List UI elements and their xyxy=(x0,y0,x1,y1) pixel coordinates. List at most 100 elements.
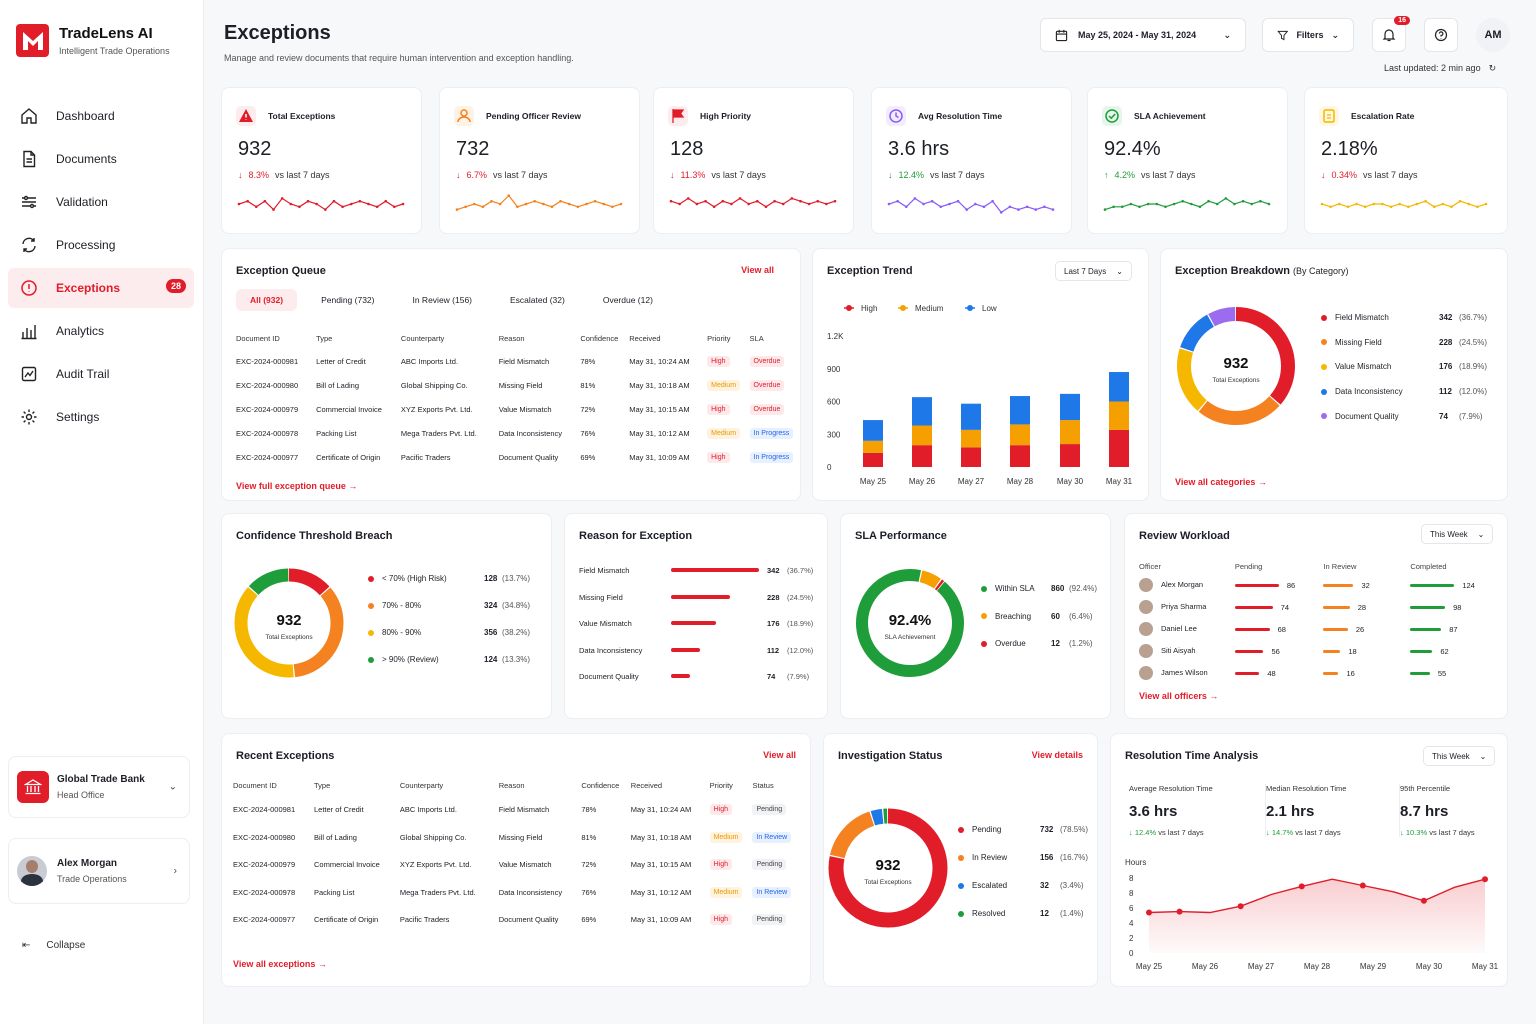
trend-range-select[interactable]: Last 7 Days ⌄ xyxy=(1055,261,1132,281)
view-all-officers-link[interactable]: View all officers → xyxy=(1139,691,1218,701)
sidebar-item-exceptions[interactable]: Exceptions 28 xyxy=(8,268,194,308)
legend-item[interactable]: Document Quality 74 (7.9%) xyxy=(1321,412,1483,421)
table-row[interactable]: EXC-2024-000981 Letter of Credit ABC Impor… xyxy=(236,349,806,373)
legend-item[interactable]: < 70% (High Risk) 128 (13.7%) xyxy=(368,574,530,583)
legend-item[interactable]: Within SLA 860 (92.4%) xyxy=(981,584,1097,593)
trend-bar-low[interactable] xyxy=(1010,396,1030,425)
resolution-point[interactable] xyxy=(1298,883,1305,890)
trend-bar-high[interactable] xyxy=(1109,429,1129,467)
sidebar-item-analytics[interactable]: Analytics xyxy=(8,311,194,351)
tab-in-review[interactable]: In Review (156) xyxy=(412,295,473,305)
trend-bar-low[interactable] xyxy=(912,397,932,426)
kpi-card[interactable]: Pending Officer Review 732 ↓ 6.7% vs last 7 … xyxy=(439,87,640,234)
legend-item[interactable]: 80% - 90% 356 (38.2%) xyxy=(368,628,530,637)
reason-bar-row[interactable]: Document Quality 74 (7.9%) xyxy=(579,672,819,684)
sidebar-item-settings[interactable]: Settings xyxy=(8,397,194,437)
trend-bar-medium[interactable] xyxy=(1109,401,1129,430)
help-button[interactable] xyxy=(1424,18,1458,52)
view-full-queue-link[interactable]: View full exception queue → xyxy=(236,481,357,491)
reason-bar-row[interactable]: Data Inconsistency 112 (12.0%) xyxy=(579,646,819,658)
trend-bar-high[interactable] xyxy=(912,445,932,467)
donut-segment[interactable] xyxy=(1177,307,1295,425)
resolution-point[interactable] xyxy=(1176,908,1183,915)
legend-item[interactable]: Overdue 12 (1.2%) xyxy=(981,639,1093,648)
kpi-card[interactable]: High Priority 128 ↓ 11.3% vs last 7 days xyxy=(653,87,854,234)
sidebar-item-validation[interactable]: Validation xyxy=(8,182,194,222)
legend-item[interactable]: Escalated 32 (3.4%) xyxy=(958,881,1084,890)
view-details-link[interactable]: View details xyxy=(1031,750,1083,760)
table-row[interactable]: EXC-2024-000981 Letter of Credit ABC Impor… xyxy=(233,796,803,824)
table-row[interactable]: Daniel Lee 68 26 87 xyxy=(1139,618,1499,640)
kpi-card[interactable]: Avg Resolution Time 3.6 hrs ↓ 12.4% vs last … xyxy=(871,87,1072,234)
sidebar-item-documents[interactable]: Documents xyxy=(8,139,194,179)
queue-view-all-link[interactable]: View all xyxy=(741,265,774,275)
table-row[interactable]: Priya Sharma 74 28 98 xyxy=(1139,596,1499,618)
notifications-button[interactable]: 16 xyxy=(1372,16,1410,52)
donut-segment[interactable] xyxy=(234,568,344,678)
tab-overdue[interactable]: Overdue (12) xyxy=(602,295,653,305)
table-row[interactable]: EXC-2024-000978 Packing List Mega Traders … xyxy=(236,421,806,445)
resolution-point[interactable] xyxy=(1237,903,1244,910)
table-row[interactable]: EXC-2024-000979 Commercial Invoice XYZ Exp… xyxy=(236,397,806,421)
legend-item[interactable]: > 90% (Review) 124 (13.3%) xyxy=(368,655,530,664)
filters-button[interactable]: Filters ⌄ xyxy=(1262,18,1354,52)
legend-item[interactable]: 70% - 80% 324 (34.8%) xyxy=(368,601,530,610)
trend-bar-medium[interactable] xyxy=(1060,420,1080,445)
table-row[interactable]: EXC-2024-000980 Bill of Lading Global Ship… xyxy=(236,373,806,397)
collapse-sidebar-button[interactable]: ⇤ Collapse xyxy=(22,940,85,951)
legend-item[interactable]: Resolved 12 (1.4%) xyxy=(958,909,1084,918)
trend-bar-medium[interactable] xyxy=(961,429,981,448)
table-row[interactable]: Siti Aisyah 56 18 62 xyxy=(1139,640,1499,662)
table-row[interactable]: James Wilson 48 16 55 xyxy=(1139,662,1499,684)
reason-bar-row[interactable]: Field Mismatch 342 (36.7%) xyxy=(579,566,819,578)
trend-bar-high[interactable] xyxy=(1010,445,1030,467)
donut-segment[interactable] xyxy=(234,568,344,678)
resolution-point[interactable] xyxy=(1482,876,1488,883)
donut-segment[interactable] xyxy=(828,808,948,928)
legend-item[interactable]: Breaching 60 (6.4%) xyxy=(981,612,1093,621)
tab-pending[interactable]: Pending (732) xyxy=(321,295,375,305)
legend-item[interactable]: In Review 156 (16.7%) xyxy=(958,853,1088,862)
legend-item[interactable]: Data Inconsistency 112 (12.0%) xyxy=(1321,387,1487,396)
sidebar-item-dashboard[interactable]: Dashboard xyxy=(8,96,194,136)
kpi-card[interactable]: Total Exceptions 932 ↓ 8.3% vs last 7 days xyxy=(221,87,422,234)
table-row[interactable]: EXC-2024-000979 Commercial Invoice XYZ Exp… xyxy=(233,851,803,879)
trend-bar-low[interactable] xyxy=(1060,393,1080,421)
reason-bar-row[interactable]: Value Mismatch 176 (18.9%) xyxy=(579,619,819,631)
donut-segment[interactable] xyxy=(849,562,971,684)
trend-bar-high[interactable] xyxy=(961,447,981,467)
kpi-card[interactable]: SLA Achievement 92.4% ↑ 4.2% vs last 7 days xyxy=(1087,87,1288,234)
resolution-point[interactable] xyxy=(1146,909,1152,916)
kpi-card[interactable]: Escalation Rate 2.18% ↓ 0.34% vs last 7 days xyxy=(1304,87,1508,234)
table-row[interactable]: EXC-2024-000980 Bill of Lading Global Ship… xyxy=(233,824,803,852)
view-all-categories-link[interactable]: View all categories → xyxy=(1175,477,1267,487)
brand[interactable]: TradeLens AI Intelligent Trade Operation… xyxy=(16,24,170,57)
trend-bar-low[interactable] xyxy=(863,420,883,441)
donut-segment[interactable] xyxy=(1177,307,1295,425)
resolution-range-select[interactable]: This Week ⌄ xyxy=(1423,746,1496,766)
trend-bar-medium[interactable] xyxy=(912,425,932,446)
reason-bar-row[interactable]: Missing Field 228 (24.5%) xyxy=(579,593,819,605)
table-row[interactable]: EXC-2024-000978 Packing List Mega Traders … xyxy=(233,879,803,907)
donut-segment[interactable] xyxy=(1177,307,1295,425)
resolution-point[interactable] xyxy=(1359,882,1366,889)
tab-escalated[interactable]: Escalated (32) xyxy=(510,295,565,305)
trend-bar-medium[interactable] xyxy=(1010,424,1030,446)
tab-all[interactable]: All (932) xyxy=(236,289,298,311)
workload-range-select[interactable]: This Week ⌄ xyxy=(1421,524,1494,544)
trend-bar-high[interactable] xyxy=(863,452,883,467)
donut-segment[interactable] xyxy=(234,568,344,678)
trend-bar-high[interactable] xyxy=(1060,444,1080,467)
legend-item[interactable]: Field Mismatch 342 (36.7%) xyxy=(1321,313,1487,322)
table-row[interactable]: Alex Morgan 86 32 124 xyxy=(1139,574,1499,596)
table-row[interactable]: EXC-2024-000977 Certificate of Origin Paci… xyxy=(236,445,806,469)
recent-view-all-link[interactable]: View all xyxy=(763,750,796,760)
legend-item[interactable]: Value Mismatch 176 (18.9%) xyxy=(1321,362,1487,371)
resolution-point[interactable] xyxy=(1420,897,1427,904)
trend-bar-low[interactable] xyxy=(1109,372,1129,402)
refresh-icon[interactable]: ↻ xyxy=(1488,63,1497,73)
table-row[interactable]: EXC-2024-000977 Certificate of Origin Paci… xyxy=(233,906,803,934)
legend-item[interactable]: Missing Field 228 (24.5%) xyxy=(1321,338,1487,347)
sidebar-item-audit-trail[interactable]: Audit Trail xyxy=(8,354,194,394)
view-all-exceptions-link[interactable]: View all exceptions → xyxy=(233,959,327,969)
